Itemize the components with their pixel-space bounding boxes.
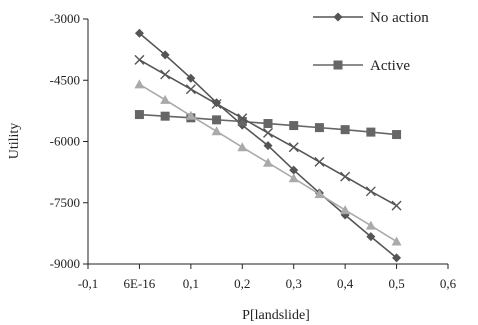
- data-point: [211, 98, 222, 109]
- series-series-triangle: [134, 79, 402, 246]
- data-point: [160, 111, 170, 121]
- data-point: [366, 127, 376, 137]
- legend-label: Active: [370, 58, 410, 74]
- data-point: [134, 28, 144, 38]
- x-tick-label: 0,1: [183, 276, 199, 291]
- x-axis-title: P[landslide]: [242, 308, 310, 323]
- data-point: [365, 220, 376, 230]
- legend-label: No action: [370, 10, 429, 26]
- data-point: [340, 205, 351, 215]
- data-point: [340, 125, 350, 135]
- data-point: [186, 73, 196, 83]
- data-point: [392, 253, 402, 263]
- y-axis-title: Utility: [7, 123, 22, 160]
- data-point: [392, 130, 402, 140]
- data-point: [391, 236, 402, 246]
- data-point: [237, 142, 248, 152]
- data-point: [366, 232, 376, 242]
- data-point: [289, 165, 299, 175]
- data-point: [365, 186, 376, 197]
- legend: No action Active: [313, 10, 429, 74]
- y-tick-label: -4500: [50, 72, 80, 87]
- legend-item-no-action: No action: [313, 10, 429, 26]
- data-point: [340, 171, 351, 182]
- x-tick-label: 0,2: [234, 276, 250, 291]
- data-point: [263, 119, 273, 129]
- data-point: [134, 79, 145, 89]
- data-point: [263, 141, 273, 151]
- y-tick-label: -3000: [50, 11, 80, 26]
- x-tick-label: 0,4: [337, 276, 354, 291]
- series-layer: [134, 28, 402, 263]
- data-point: [314, 156, 325, 167]
- series-series-x: [134, 54, 402, 211]
- x-tick-label: 6E-16: [124, 276, 156, 291]
- data-point: [288, 142, 299, 153]
- y-tick-label: -6000: [50, 134, 80, 149]
- data-point: [185, 84, 196, 95]
- data-point: [263, 157, 273, 167]
- x-tick-label: -0,1: [78, 276, 99, 291]
- data-point: [289, 121, 299, 131]
- data-point: [237, 116, 247, 126]
- y-axis-ticks: -9000 -7500 -6000 -4500 -3000: [50, 11, 88, 271]
- legend-marker: [333, 60, 343, 70]
- data-point: [237, 113, 248, 124]
- data-point: [212, 115, 222, 125]
- data-point: [160, 94, 171, 104]
- y-tick-label: -7500: [50, 195, 80, 210]
- x-tick-label: 0,6: [440, 276, 457, 291]
- data-point: [211, 126, 222, 136]
- series-active: [134, 110, 402, 140]
- data-point: [160, 50, 170, 60]
- legend-item-active: Active: [313, 58, 410, 74]
- series-no-action: [134, 28, 402, 263]
- data-point: [288, 173, 299, 183]
- data-point: [134, 54, 145, 65]
- data-point: [314, 123, 324, 133]
- data-point: [391, 200, 402, 211]
- data-point: [134, 110, 144, 120]
- x-tick-label: 0,5: [388, 276, 404, 291]
- data-point: [263, 127, 273, 138]
- data-point: [160, 69, 171, 80]
- x-axis-ticks: -0,1 6E-16 0,1 0,2 0,3 0,4 0,5 0,6: [78, 264, 457, 291]
- legend-marker: [333, 12, 343, 22]
- data-point: [314, 189, 325, 199]
- x-tick-label: 0,3: [286, 276, 302, 291]
- data-point: [185, 110, 196, 120]
- y-tick-label: -9000: [50, 256, 80, 271]
